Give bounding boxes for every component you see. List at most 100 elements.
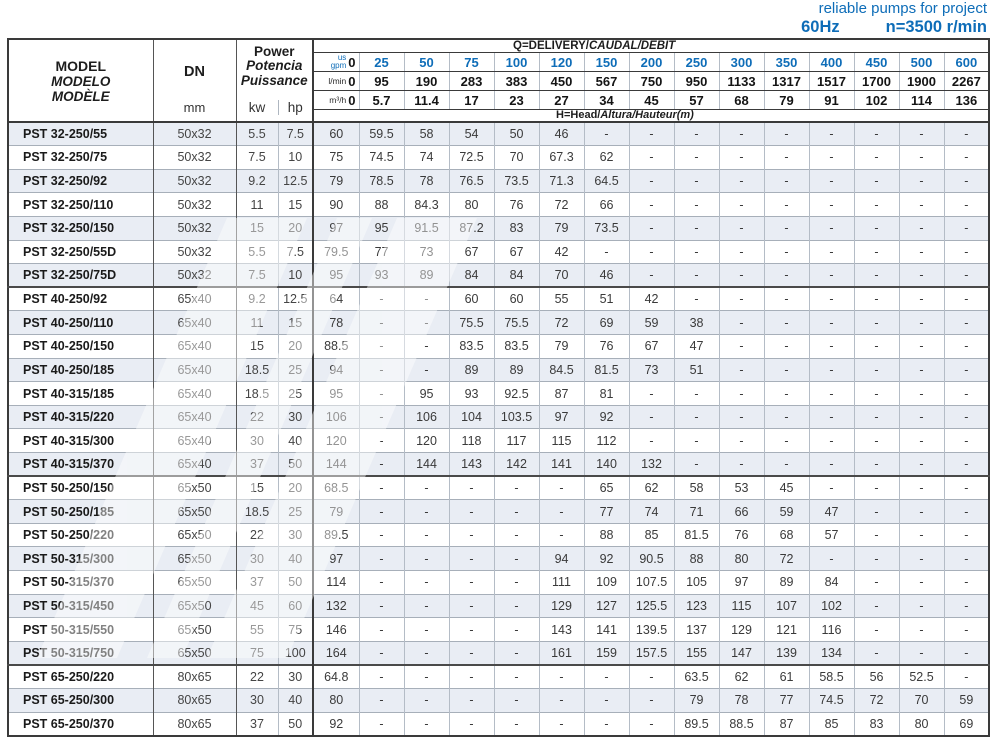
kw-cell: 75 (235, 640, 278, 666)
head-value-cell: - (943, 452, 990, 477)
model-cell: PST 40-250/110 (8, 310, 153, 335)
head-value-cell: - (943, 192, 990, 217)
head-value-cell: 42 (538, 239, 585, 264)
head-value-cell: 60 (493, 286, 540, 311)
flow-row-gpm: us gpm 0 25 50 75 100 120 150 200 250 300 350 400 450… (8, 52, 990, 72)
head-value-cell: - (763, 263, 810, 288)
hp-cell: 10 (277, 145, 314, 170)
dn-cell: 65x40 (152, 357, 236, 382)
head-value-cell: 38 (673, 310, 720, 335)
delivery-header-label: Q=DELIVERY/CAUDAL/DÉBIT (312, 39, 990, 53)
head-value-cell: 72 (853, 688, 900, 713)
head-value-cell: - (628, 711, 675, 736)
head-value-cell: 74.5 (358, 145, 405, 170)
flow-value-cell: 5.7 (358, 90, 405, 110)
head-value-cell: - (763, 404, 810, 429)
head-value-cell: - (898, 381, 945, 406)
head-value-cell: 76 (583, 333, 630, 359)
model-cell: PST 50-250/185 (8, 499, 153, 524)
head-value-cell: - (718, 239, 765, 264)
dn-cell: 50x32 (152, 263, 236, 288)
head-value-cell: - (943, 664, 990, 689)
flow-value-cell: 75 (448, 52, 495, 72)
head-value-cell: - (898, 617, 945, 642)
head-value-cell: - (493, 522, 540, 547)
head-value-cell: 69 (583, 310, 630, 335)
model-cell: PST 40-250/150 (8, 333, 153, 359)
model-header-es: MODELO (51, 73, 111, 89)
model-cell: PST 32-250/110 (8, 192, 153, 217)
head-value-cell: 78 (312, 310, 360, 335)
head-value-cell: - (493, 711, 540, 736)
head-value-cell: 143 (448, 452, 495, 477)
head-value-cell: - (448, 640, 495, 666)
head-value-cell: 159 (583, 640, 630, 666)
power-header-labels: Power Potencia Puissance (237, 44, 313, 89)
head-value-cell: - (943, 499, 990, 524)
head-value-cell: 51 (583, 286, 630, 311)
head-value-cell: - (448, 475, 495, 500)
head-value-cell: - (853, 640, 900, 666)
head-value-cell: 88 (673, 546, 720, 571)
flow-value-cell: 400 (808, 52, 855, 72)
head-value-cell: - (898, 570, 945, 595)
flow-value-cell: 2267 (943, 71, 990, 91)
head-value-cell: - (853, 310, 900, 335)
head-value-cell: 147 (718, 640, 765, 666)
table-row: PST 40-250/150 65x40 15 20 88.5- -83.5 83.5 79 7… (8, 333, 990, 359)
head-value-cell: - (898, 546, 945, 571)
head-value-cell: 64.8 (312, 664, 360, 689)
head-value-cell: 75.5 (448, 310, 495, 335)
head-value-cell: 58 (673, 475, 720, 500)
head-value-cell: 118 (448, 428, 495, 453)
dn-cell: 65x50 (152, 570, 236, 595)
head-value-cell: 129 (718, 617, 765, 642)
flow-value-cell: 950 (673, 71, 720, 91)
flow-value-cell: 283 (448, 71, 495, 91)
head-value-cell: 46 (538, 121, 585, 146)
head-value-cell: - (853, 593, 900, 618)
power-header-fr: Puissance (240, 72, 308, 88)
model-cell: PST 32-250/150 (8, 215, 153, 241)
flow-value-cell: 17 (448, 90, 495, 110)
table-row: PST 32-250/150 50x32 15 20 97 95 91.5 87.2 83 79 7… (8, 215, 990, 241)
flow-value-cell: 23 (493, 90, 540, 110)
head-value-cell: 88.5 (718, 711, 765, 736)
head-value-cell: - (628, 239, 675, 264)
head-value-cell: - (943, 357, 990, 382)
hp-cell: 100 (277, 640, 314, 666)
head-value-cell: - (898, 310, 945, 335)
table-row: PST 32-250/110 50x32 11 15 90 88 84.3 80 76 72 66-… (8, 192, 990, 217)
head-value-cell: - (628, 168, 675, 193)
head-value-cell: - (448, 499, 495, 524)
head-value-cell: - (853, 475, 900, 500)
dn-cell: 65x40 (152, 286, 236, 311)
head-value-cell: 57 (808, 522, 855, 547)
head-value-cell: - (583, 688, 630, 713)
flow-value-cell: 25 (358, 52, 405, 72)
hp-cell: 7.5 (277, 239, 314, 264)
head-value-cell: 97 (312, 546, 360, 571)
head-value-cell: - (583, 711, 630, 736)
head-value-cell: - (763, 121, 810, 146)
head-value-cell: 74 (403, 145, 450, 170)
head-value-cell: 80 (898, 711, 945, 736)
head-value-cell: - (943, 404, 990, 429)
kw-cell: 7.5 (235, 145, 278, 170)
dn-header-unit: mm (183, 99, 206, 115)
head-value-cell: 89 (763, 570, 810, 595)
flow-value-cell: 600 (943, 52, 990, 72)
head-value-cell: 121 (763, 617, 810, 642)
head-value-cell: 140 (583, 452, 630, 477)
head-value-cell: 83.5 (448, 333, 495, 359)
head-value-cell: - (358, 452, 405, 477)
head-value-cell: - (718, 215, 765, 241)
dn-cell: 50x32 (152, 168, 236, 193)
head-value-cell: 104 (448, 404, 495, 429)
flow-value-cell: 57 (673, 90, 720, 110)
head-value-cell: - (943, 570, 990, 595)
delivery-header-italic: CAUDAL/DÉBIT (588, 40, 676, 52)
head-value-cell: - (763, 192, 810, 217)
head-value-cell: - (898, 239, 945, 264)
flow-value-cell: 45 (628, 90, 675, 110)
